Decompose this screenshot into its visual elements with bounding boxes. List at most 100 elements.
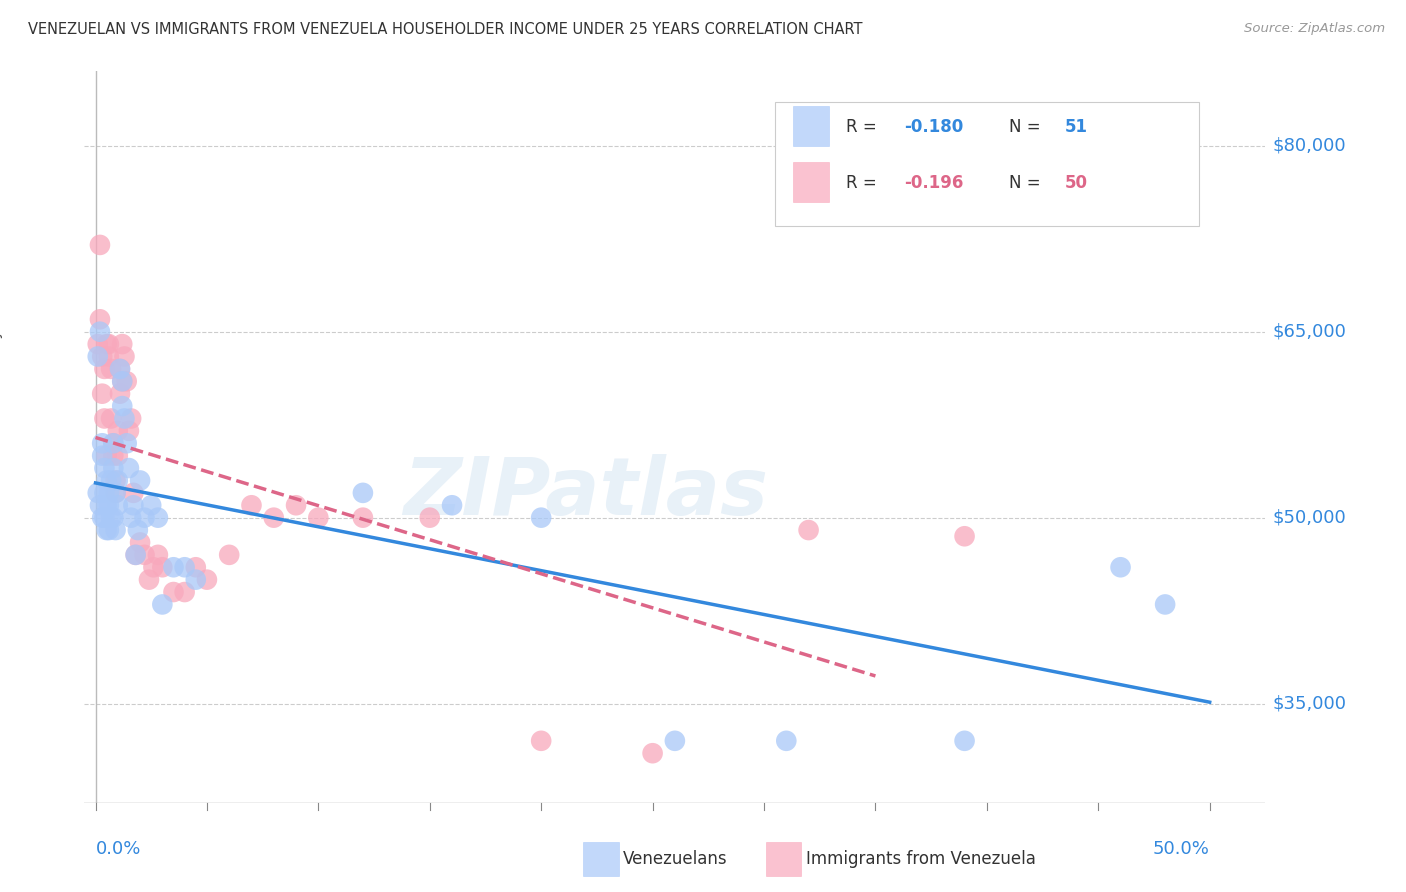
Point	[89, 498, 111, 512]
Point	[89, 312, 111, 326]
Point	[107, 424, 129, 438]
Point	[108, 362, 131, 376]
Point	[441, 498, 464, 512]
Point	[195, 573, 218, 587]
Text: $35,000: $35,000	[1272, 695, 1346, 713]
Point	[173, 585, 195, 599]
Point	[93, 486, 115, 500]
Text: N =: N =	[1010, 174, 1046, 192]
Point	[87, 337, 110, 351]
Text: R =: R =	[846, 174, 883, 192]
Point	[97, 523, 120, 537]
Text: 0.0%: 0.0%	[96, 840, 141, 858]
Text: $80,000: $80,000	[1272, 136, 1346, 154]
Point	[419, 510, 441, 524]
Point	[100, 510, 122, 524]
Point	[664, 734, 686, 748]
Point	[184, 573, 207, 587]
Point	[307, 510, 329, 524]
Point	[641, 746, 664, 760]
Point	[108, 362, 131, 376]
Point	[107, 474, 129, 488]
Point	[142, 560, 165, 574]
Point	[1154, 598, 1177, 612]
Point	[120, 411, 142, 425]
Point	[91, 510, 114, 524]
Point	[100, 474, 122, 488]
Point	[124, 548, 146, 562]
Point	[96, 523, 118, 537]
Point	[184, 560, 207, 574]
Point	[93, 362, 115, 376]
Point	[103, 510, 125, 524]
Point	[115, 374, 138, 388]
Point	[146, 510, 169, 524]
Text: ZIPatlas: ZIPatlas	[404, 454, 768, 532]
Point	[97, 350, 120, 364]
Point	[530, 510, 553, 524]
Point	[87, 350, 110, 364]
Point	[108, 386, 131, 401]
Point	[100, 411, 122, 425]
Point	[104, 486, 127, 500]
Point	[218, 548, 240, 562]
Point	[97, 498, 120, 512]
Point	[162, 560, 184, 574]
Point	[129, 474, 152, 488]
Point	[96, 474, 118, 488]
Point	[91, 436, 114, 450]
Text: -0.180: -0.180	[904, 118, 963, 136]
Point	[122, 498, 145, 512]
Point	[97, 486, 120, 500]
Point	[118, 461, 141, 475]
Point	[93, 510, 115, 524]
Point	[103, 436, 125, 450]
Point	[352, 510, 374, 524]
Point	[114, 350, 136, 364]
Point	[124, 548, 146, 562]
Point	[91, 350, 114, 364]
Point	[775, 734, 797, 748]
Text: $65,000: $65,000	[1272, 323, 1346, 341]
Point	[134, 510, 156, 524]
Point	[111, 399, 134, 413]
Point	[104, 474, 127, 488]
Text: -0.196: -0.196	[904, 174, 963, 192]
Point	[87, 486, 110, 500]
Point	[111, 337, 134, 351]
Text: VENEZUELAN VS IMMIGRANTS FROM VENEZUELA HOUSEHOLDER INCOME UNDER 25 YEARS CORREL: VENEZUELAN VS IMMIGRANTS FROM VENEZUELA …	[28, 22, 863, 37]
Point	[103, 436, 125, 450]
Point	[240, 498, 263, 512]
Text: N =: N =	[1010, 118, 1046, 136]
Point	[173, 560, 195, 574]
Point	[97, 337, 120, 351]
Point	[122, 486, 145, 500]
Text: Householder Income Under 25 years: Householder Income Under 25 years	[0, 297, 3, 577]
Point	[103, 461, 125, 475]
Text: Source: ZipAtlas.com: Source: ZipAtlas.com	[1244, 22, 1385, 36]
Point	[530, 734, 553, 748]
Point	[141, 498, 163, 512]
Point	[146, 548, 169, 562]
Point	[107, 449, 129, 463]
FancyBboxPatch shape	[775, 103, 1198, 227]
Point	[115, 436, 138, 450]
Point	[96, 449, 118, 463]
Point	[100, 362, 122, 376]
Point	[111, 374, 134, 388]
Point	[127, 523, 149, 537]
Point	[120, 510, 142, 524]
FancyBboxPatch shape	[793, 161, 828, 202]
Point	[93, 461, 115, 475]
Point	[89, 325, 111, 339]
Point	[134, 548, 156, 562]
Point	[285, 498, 308, 512]
Point	[118, 424, 141, 438]
Text: 50.0%: 50.0%	[1153, 840, 1209, 858]
FancyBboxPatch shape	[793, 106, 828, 145]
Point	[103, 449, 125, 463]
Point	[953, 734, 976, 748]
Text: Venezuelans: Venezuelans	[623, 850, 727, 868]
Text: 51: 51	[1064, 118, 1088, 136]
Point	[91, 386, 114, 401]
